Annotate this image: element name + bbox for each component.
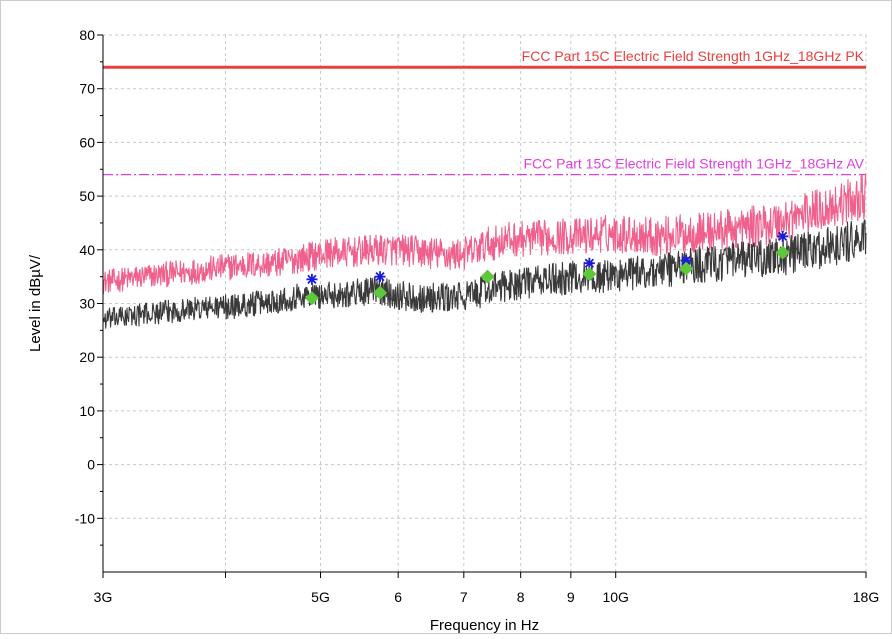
y-tick-label: 40	[79, 242, 95, 258]
peak-marker	[306, 273, 318, 285]
x-tick-label: 9	[567, 589, 575, 605]
y-tick-label: 10	[79, 403, 95, 419]
average-marker	[304, 291, 319, 306]
x-tick-label: 7	[460, 589, 468, 605]
x-tick-label: 6	[394, 589, 402, 605]
peak-marker	[374, 271, 386, 283]
grid	[102, 34, 867, 572]
average-marker	[679, 261, 694, 276]
peak-marker-stroke	[778, 231, 788, 242]
y-tick-label: -10	[75, 510, 95, 526]
axes: 80 70 60 50 40 30 20 10 0 -10 3G 5G 6 7 8 9 10G 18G	[75, 27, 879, 605]
markers	[304, 230, 790, 306]
peak-marker	[777, 230, 789, 242]
average-marker	[775, 245, 790, 260]
peak-marker-stroke	[681, 255, 691, 266]
y-tick-label: 30	[79, 296, 95, 312]
data-series	[102, 173, 867, 329]
y-tick-label: 20	[79, 349, 95, 365]
limit-line-label: FCC Part 15C Electric Field Strength 1GH…	[523, 156, 864, 172]
peak-marker-stroke	[375, 272, 385, 282]
average-marker	[373, 285, 388, 300]
y-tick-label: 60	[79, 134, 95, 150]
y-tick-label: 70	[79, 81, 95, 97]
limit-line-label: FCC Part 15C Electric Field Strength 1GH…	[522, 48, 865, 64]
peak-marker	[680, 255, 692, 267]
trace-line	[102, 219, 867, 329]
peak-marker-stroke	[307, 274, 317, 284]
trace-line	[102, 173, 867, 294]
average-marker	[582, 266, 597, 281]
y-tick-label: 80	[79, 27, 95, 43]
y-tick-label: 0	[87, 457, 95, 473]
limit-lines: FCC Part 15C Electric Field Strength 1GH…	[103, 48, 866, 176]
peak-marker-stroke	[584, 258, 594, 268]
y-tick-label: 50	[79, 188, 95, 204]
x-tick-label: 5G	[311, 589, 330, 605]
x-tick-label: 8	[517, 589, 525, 605]
x-tick-label: 18G	[853, 589, 879, 605]
peak-marker	[583, 257, 595, 269]
x-tick-label: 3G	[94, 589, 113, 605]
y-axis-title: Level in dBµV/	[27, 254, 44, 352]
average-marker	[480, 269, 495, 284]
x-tick-label: 10G	[602, 589, 628, 605]
x-axis-title: Frequency in Hz	[430, 617, 539, 634]
